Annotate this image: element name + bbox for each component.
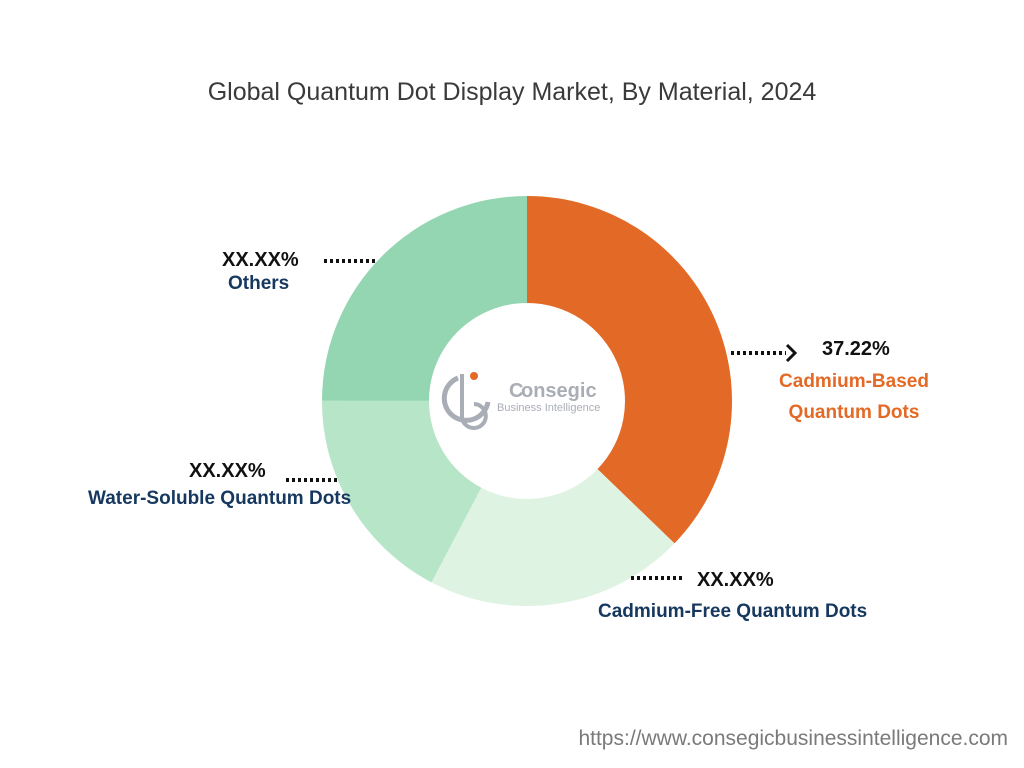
cadmium-free-percent: XX.XX% xyxy=(697,569,774,591)
cadmium-free-label: Cadmium-Free Quantum Dots xyxy=(598,601,867,622)
donut-slice-water-soluble-quantum-dots xyxy=(321,400,482,583)
logo-ring-icon xyxy=(441,375,491,423)
logo-tagline: Business Intelligence xyxy=(497,402,600,414)
cadmium-based-label-line2: Quantum Dots xyxy=(789,402,920,423)
chart-title: Global Quantum Dot Display Market, By Ma… xyxy=(207,78,817,106)
logo-name: onsegic xyxy=(521,380,597,402)
donut-slice-others xyxy=(322,196,527,401)
water-soluble-label: Water-Soluble Quantum Dots xyxy=(88,488,351,509)
others-label: Others xyxy=(228,273,289,294)
donut-slice-cadmium-free-quantum-dots xyxy=(431,469,675,606)
source-url[interactable]: https://www.consegicbusinessintelligence… xyxy=(578,727,1008,750)
donut-slice-cadmium-based-quantum-dots xyxy=(527,196,732,544)
company-logo: C onsegic Business Intelligence xyxy=(441,372,600,430)
logo-b-icon xyxy=(460,374,488,430)
others-percent: XX.XX% xyxy=(222,249,299,271)
donut-slices xyxy=(321,196,732,606)
cadmium-based-percent: 37.22% xyxy=(822,338,890,360)
arrow-right-icon xyxy=(785,343,798,363)
water-soluble-percent: XX.XX% xyxy=(189,460,266,482)
logo-accent-dot xyxy=(470,372,478,380)
logo-initial: C xyxy=(509,380,523,402)
cadmium-based-label-line1: Cadmium-Based xyxy=(779,371,929,392)
